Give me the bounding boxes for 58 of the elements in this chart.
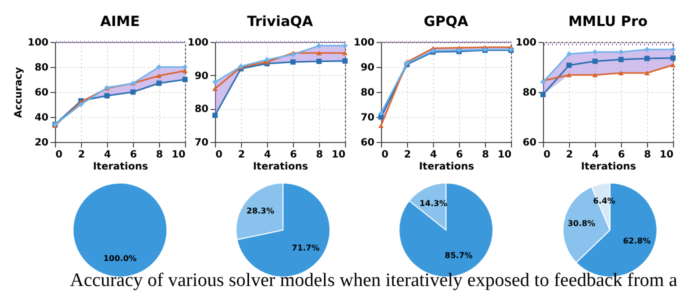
x-tick-label: 2 [78,150,86,160]
chart-title: TriviaQA [247,14,314,30]
y-tick-label: 90 [194,70,209,82]
y-tick-label: 80 [194,104,209,116]
data-label: 71.7% [292,243,320,252]
data-label: 85.7% [444,251,473,260]
y-tick-label: 60 [522,138,537,148]
x-tick-label: 4 [104,150,112,160]
y-tick-label: 60 [360,138,375,148]
data-label: 62.8% [622,236,651,246]
x-axis-title: Iterations [252,162,308,172]
x-tick-label: 8 [156,150,164,160]
x-tick-label: 4 [264,150,272,160]
chart-title: AIME [100,14,140,30]
x-tick-label: 2 [566,150,574,160]
y-tick-label: 80 [360,88,375,98]
text: Accuracy of various solver models when iteratively exposed to feedback from a [70,270,678,291]
chart-title: MMLU Pro [568,14,648,30]
y-tick-label: 100 [188,38,209,48]
y-tick-label: 100 [516,38,537,48]
y-tick-label: 40 [34,112,49,124]
y-tick-label: 20 [34,138,49,148]
x-tick-label: 6 [130,150,138,160]
data-label: 14.3% [419,198,448,208]
x-tick-label: 6 [456,150,464,160]
y-tick-label: 80 [522,88,537,98]
y-tick-label: 70 [194,138,209,148]
y-axis-title: Accuracy [14,66,25,118]
x-tick-label: 8 [482,150,490,160]
data-label: 100.0% [103,254,137,264]
x-tick-label: 4 [430,150,438,160]
y-tick-label: 100 [28,38,49,48]
x-tick-label: 6 [290,150,298,160]
y-tick-label: 80 [34,62,49,74]
x-tick-label: 10 [172,150,186,160]
x-tick-label: 10 [498,150,512,160]
x-tick-label: 2 [238,150,246,160]
x-tick-label: 8 [644,150,652,160]
x-tick-label: 10 [332,150,346,160]
x-tick-label: 0 [216,150,222,160]
x-tick-label: 2 [404,150,412,160]
x-tick-label: 6 [618,150,626,160]
x-axis-title: Iterations [418,162,474,172]
x-tick-label: 10 [660,150,674,160]
y-tick-label: 90 [360,62,375,74]
x-tick-label: 8 [316,150,324,160]
y-tick-label: 100 [354,38,375,48]
x-tick-label: 4 [592,150,600,160]
x-tick-label: 0 [382,150,388,160]
x-axis-title: Iterations [580,162,636,172]
chart-title: GPQA [424,14,468,30]
x-axis-title: Iterations [92,162,148,172]
x-tick-label: 0 [544,150,550,160]
y-tick-label: 70 [360,112,375,124]
x-tick-label: 0 [56,150,62,160]
y-tick-label: 60 [34,88,49,98]
data-label: 30.8% [568,219,596,228]
data-label: 28.3% [246,206,274,216]
